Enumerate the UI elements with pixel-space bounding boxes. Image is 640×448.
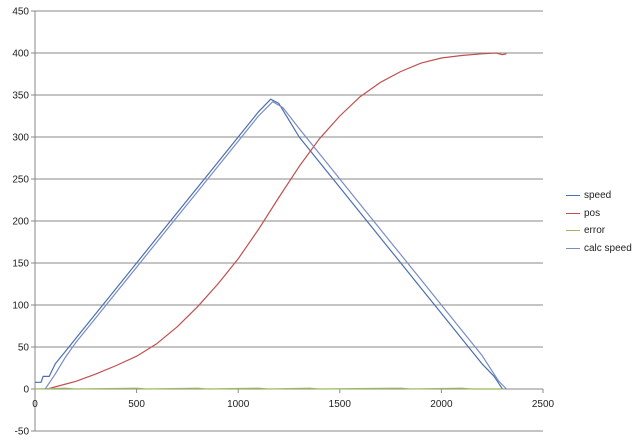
legend-item: error — [566, 222, 636, 240]
x-tick-label: 500 — [128, 399, 145, 410]
x-tick-label: 2000 — [430, 399, 453, 410]
legend-label: calc speed — [584, 242, 632, 254]
y-tick-label: 400 — [12, 49, 29, 60]
legend-swatch — [566, 247, 580, 249]
legend: speed pos error calc speed — [566, 187, 636, 257]
x-tick-label: 0 — [32, 399, 38, 410]
y-tick-label: 450 — [12, 7, 29, 18]
series-line-error — [34, 387, 503, 390]
legend-item: pos — [566, 205, 636, 223]
x-tick-label: 2500 — [532, 399, 555, 410]
legend-swatch — [566, 212, 580, 214]
y-tick-label: 200 — [12, 217, 29, 228]
y-tick-label: 250 — [12, 175, 29, 186]
legend-swatch — [566, 195, 580, 197]
legend-swatch — [566, 230, 580, 232]
y-tick-label: -50 — [15, 427, 30, 438]
y-tick-label: 50 — [18, 343, 30, 354]
legend-label: error — [584, 225, 606, 237]
x-tick-label: 1000 — [227, 399, 250, 410]
y-tick-label: 100 — [12, 301, 29, 312]
series-line-speed — [35, 98, 503, 390]
x-tick-label: 1500 — [329, 399, 352, 410]
y-tick-labels: -50 0 50 100 150 200 250 300 350 400 450 — [12, 7, 29, 438]
legend-label: pos — [584, 207, 601, 219]
y-tick-label: 150 — [12, 259, 29, 270]
x-tick-labels: 0 500 1000 1500 2000 2500 — [32, 399, 554, 410]
legend-item: speed — [566, 187, 636, 205]
series-line-calc-speed — [44, 101, 507, 390]
gridlines — [35, 10, 543, 432]
legend-item: calc speed — [566, 240, 636, 258]
y-tick-label: 350 — [12, 91, 29, 102]
series-line-pos — [47, 52, 507, 390]
y-tick-label: 0 — [23, 385, 29, 396]
legend-label: speed — [584, 190, 612, 202]
y-tick-label: 300 — [12, 133, 29, 144]
series-lines — [34, 52, 507, 390]
